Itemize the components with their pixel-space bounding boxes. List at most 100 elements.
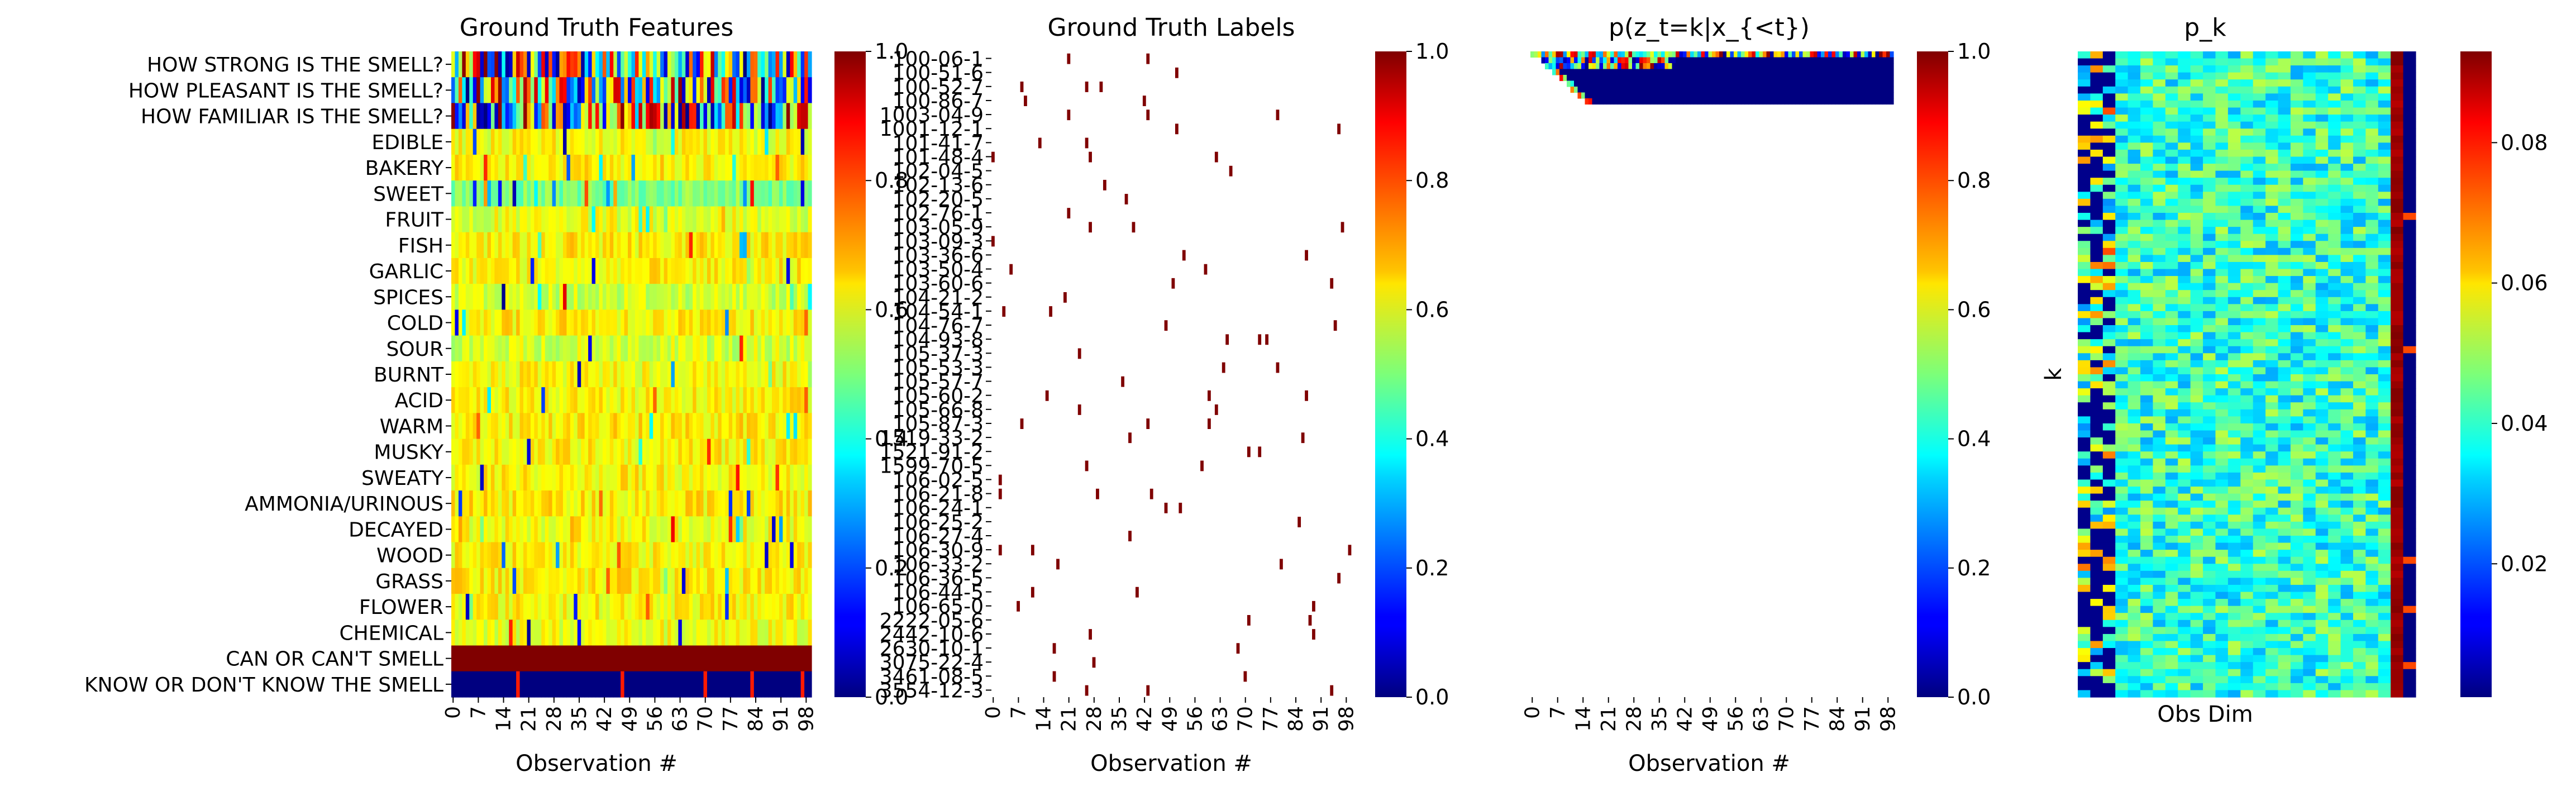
feature-cell: [710, 335, 715, 362]
p-k-cell: [2365, 58, 2379, 66]
feature-cell: [602, 232, 607, 259]
posterior-cell: [1875, 75, 1879, 82]
label-mark: [1208, 418, 1211, 430]
posterior-cell: [1719, 92, 1724, 99]
p-k-cell: [2190, 269, 2203, 277]
feature-cell: [786, 490, 790, 517]
label-mark: [998, 488, 1002, 499]
feature-cell: [502, 439, 506, 465]
posterior-cell: [1777, 51, 1782, 58]
feature-cell: [490, 309, 495, 336]
p-k-cell: [2203, 142, 2216, 150]
feature-cell: [534, 645, 538, 672]
posterior-cell: [1632, 98, 1637, 105]
feature-cell: [804, 206, 809, 233]
feature-cell: [519, 284, 524, 310]
p-k-cell: [2115, 79, 2129, 87]
feature-cell: [664, 232, 668, 259]
feature-cell: [700, 128, 704, 155]
feature-cell: [465, 464, 470, 491]
feature-cell: [740, 542, 744, 569]
feature-cell: [498, 542, 502, 569]
feature-cell: [750, 154, 755, 181]
panel-p-k: p_k Obs Dim k 0.020.040.060.08: [2041, 13, 2548, 727]
feature-cell: [469, 206, 474, 233]
posterior-cell: [1875, 98, 1879, 105]
feature-cell: [797, 154, 802, 181]
feature-cell: [753, 51, 758, 78]
p-k-cell: [2090, 241, 2103, 249]
feature-cell: [678, 103, 683, 130]
posterior-cell: [1635, 92, 1640, 99]
feature-cell: [750, 568, 755, 594]
feature-cell: [487, 464, 492, 491]
p-k-cell: [2278, 100, 2291, 108]
p-k-cell: [2115, 213, 2129, 221]
feature-cell: [577, 671, 581, 698]
feature-cell: [642, 645, 646, 672]
feature-cell: [455, 232, 459, 259]
feature-cell: [584, 309, 589, 336]
p-k-cell: [2340, 135, 2354, 143]
feature-cell: [556, 335, 560, 362]
feature-cell: [494, 154, 499, 181]
feature-cell: [480, 77, 484, 104]
feature-cell: [674, 594, 679, 620]
posterior-cell: [1588, 80, 1593, 87]
label-mark: [1092, 657, 1096, 668]
label-mark: [1146, 53, 1150, 64]
posterior-cell: [1647, 63, 1651, 70]
feature-cell: [793, 387, 798, 413]
feature-cell: [509, 464, 513, 491]
posterior-cell: [1567, 51, 1571, 58]
p-k-cell: [2127, 297, 2141, 304]
feature-cell: [743, 490, 747, 517]
feature-cell: [541, 103, 546, 130]
feature-label: FLOWER: [359, 596, 443, 619]
posterior-cell: [1726, 75, 1731, 82]
p-k-cell: [2102, 93, 2116, 101]
feature-cell: [476, 516, 481, 543]
p-k-cell: [2253, 192, 2266, 199]
feature-cell: [473, 284, 477, 310]
feature-cell: [804, 77, 809, 104]
feature-cell: [530, 464, 535, 491]
feature-cell: [797, 620, 802, 646]
feature-cell: [700, 309, 704, 336]
label-mark: [1017, 601, 1020, 612]
feature-cell: [556, 620, 560, 646]
p-k-cell: [2115, 290, 2129, 298]
x-tick-label: 98: [1335, 706, 1358, 732]
feature-cell: [656, 542, 661, 569]
p-k-cell: [2328, 184, 2341, 192]
feature-cell: [595, 103, 600, 130]
posterior-cell: [1664, 98, 1669, 105]
p-k-cell: [2378, 100, 2391, 108]
posterior-cell: [1773, 92, 1778, 99]
feature-cell: [534, 284, 538, 310]
p-k-cell: [2328, 227, 2341, 235]
p-k-cell: [2403, 135, 2416, 143]
p-k-cell: [2165, 304, 2178, 312]
feature-cell: [728, 154, 733, 181]
feature-cell: [693, 180, 697, 207]
p-k-cell: [2378, 58, 2391, 66]
feature-cell: [455, 568, 459, 594]
feature-cell: [660, 103, 665, 130]
feature-cell: [588, 51, 593, 78]
feature-cell: [462, 154, 466, 181]
feature-cell: [721, 542, 726, 569]
feature-cell: [693, 258, 697, 284]
p-k-cell: [2203, 332, 2216, 340]
posterior-cell: [1686, 92, 1691, 99]
p-k-cell: [2265, 164, 2279, 171]
feature-cell: [602, 361, 607, 388]
p-k-cell: [2127, 149, 2141, 158]
p-k-cell: [2278, 79, 2291, 87]
feature-cell: [473, 490, 477, 517]
feature-cell: [804, 103, 809, 130]
p-k-cell: [2315, 198, 2329, 207]
p-k-cell: [2265, 149, 2279, 158]
p-k-cell: [2278, 65, 2291, 73]
feature-cell: [732, 542, 737, 569]
